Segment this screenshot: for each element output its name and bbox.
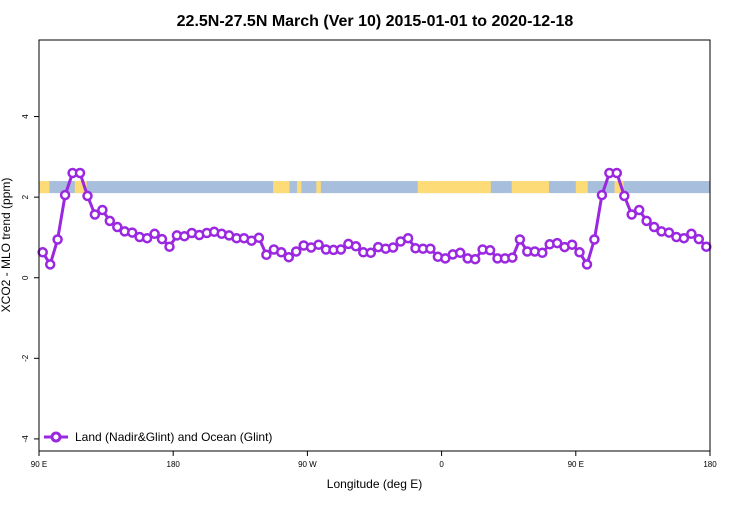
data-point [350,241,362,252]
data-point [290,246,302,257]
y-tick-label: 4 [21,114,30,119]
ocean-band [39,181,710,194]
data-point [581,259,593,270]
land-band [39,181,50,194]
land-ocean-strip [39,181,710,194]
data-point [574,247,585,258]
x-tick-label: 90 W [298,460,317,469]
data-point [89,209,101,220]
land-band [417,181,491,194]
data-point [626,209,637,220]
data-point [335,244,347,255]
data-point [425,243,436,254]
legend-point-marker [50,431,62,443]
land-band [296,181,302,194]
y-axis-label: XCO2 - MLO trend (ppm) [0,178,13,313]
land-band [614,181,624,194]
y-axis: -4 -2 0 2 4 [21,114,39,443]
x-tick-label: 0 [439,460,444,469]
data-point [126,227,138,238]
data-point [365,247,377,259]
land-band [575,181,588,194]
data-point [112,221,123,233]
data-point [82,190,93,202]
chart-title: 22.5N-27.5N March (Ver 10) 2015-01-01 to… [177,13,574,30]
land-band [74,181,87,194]
plot-frame [38,39,711,452]
data-point [611,167,623,179]
data-point [283,251,295,263]
data-point [589,234,600,245]
data-point [514,234,526,245]
data-point [141,232,153,244]
data-point [537,247,548,259]
data-point [440,253,451,264]
x-tick-label: 90 E [568,460,584,469]
legend-label: Land (Nadir&Glint) and Ocean (Glint) [75,430,272,444]
data-point [104,215,116,227]
data-point [693,233,705,245]
data-point [484,245,496,256]
data-point [387,242,399,253]
y-tick-label: 2 [21,194,30,199]
data-point [469,253,481,265]
data-point [633,204,645,216]
data-point [686,228,697,240]
data-point [156,233,168,245]
legend: Land (Nadir&Glint) and Ocean (Glint) [44,430,272,444]
series-layer [37,167,712,270]
data-point [678,232,690,244]
x-axis: 90 E 180 90 W 0 90 E 180 [31,451,717,469]
data-point [149,228,160,240]
data-point [507,252,518,263]
land-band [273,181,290,194]
data-point [402,232,414,244]
data-point [566,239,578,250]
data-point [37,247,48,258]
x-tick-label: 180 [167,460,181,469]
data-point [59,189,71,201]
data-point [253,232,265,244]
x-tick-label: 180 [703,460,717,469]
data-point [701,241,712,252]
data-point [619,190,630,202]
y-tick-label: -4 [21,435,30,443]
data-point [164,241,175,252]
data-point [97,204,108,216]
data-point [52,234,63,245]
data-point [596,189,608,201]
y-tick-label: 0 [21,275,30,280]
x-axis-label: Longitude (deg E) [327,477,422,491]
data-point [261,249,272,261]
data-point [74,167,86,179]
data-point [454,247,466,259]
data-point [44,259,56,270]
data-point [276,247,287,258]
land-band [316,181,321,194]
x-tick-label: 90 E [31,460,47,469]
y-tick-label: -2 [21,354,30,362]
data-point [641,215,652,227]
data-point [648,221,660,233]
land-band [511,181,549,194]
data-point [313,239,324,250]
data-point [663,227,675,238]
